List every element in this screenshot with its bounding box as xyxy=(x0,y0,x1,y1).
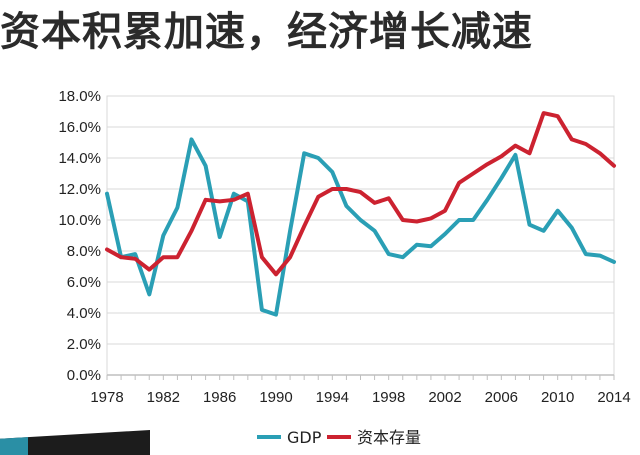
y-tick-label: 18.0% xyxy=(58,88,101,105)
y-tick-label: 6.0% xyxy=(67,274,101,291)
x-tick-label: 1994 xyxy=(316,389,349,406)
y-tick-label: 8.0% xyxy=(67,243,101,260)
x-tick-label: 2010 xyxy=(541,389,574,406)
legend: GDP 资本存量 xyxy=(257,428,421,447)
y-axis-ticks: 0.0% 2.0% 4.0% 6.0% 8.0% 10.0% 12.0% 14.0% 16.0%… xyxy=(58,88,101,384)
y-tick-label: 12.0% xyxy=(58,181,101,198)
legend-label-gdp: GDP xyxy=(287,428,322,447)
page-title: 资本积累加速，经济增长减速 xyxy=(0,9,533,55)
y-tick-label: 16.0% xyxy=(58,119,101,136)
x-tick-label: 1982 xyxy=(147,389,180,406)
y-tick-label: 0.0% xyxy=(67,367,101,384)
y-tick-label: 10.0% xyxy=(58,212,101,229)
x-axis-ticks: 1978 1982 1986 1990 1994 1998 2002 2006 2010 2014 xyxy=(90,375,631,406)
series-lines xyxy=(105,111,616,317)
plot-frame xyxy=(106,95,615,376)
series-line-gdp xyxy=(105,137,616,317)
x-tick-label: 1998 xyxy=(372,389,405,406)
x-tick-label: 1986 xyxy=(203,389,236,406)
y-tick-label: 14.0% xyxy=(58,150,101,167)
y-tick-label: 2.0% xyxy=(67,336,101,353)
x-tick-label: 2006 xyxy=(485,389,518,406)
x-tick-label: 1990 xyxy=(259,389,292,406)
x-tick-label: 1978 xyxy=(90,389,123,406)
x-tick-label: 2014 xyxy=(597,389,630,406)
gridlines xyxy=(106,95,615,376)
y-tick-label: 4.0% xyxy=(67,305,101,322)
legend-label-capital-stock: 资本存量 xyxy=(357,428,421,447)
series-line-capital-stock xyxy=(105,111,616,277)
x-tick-label: 2002 xyxy=(428,389,461,406)
